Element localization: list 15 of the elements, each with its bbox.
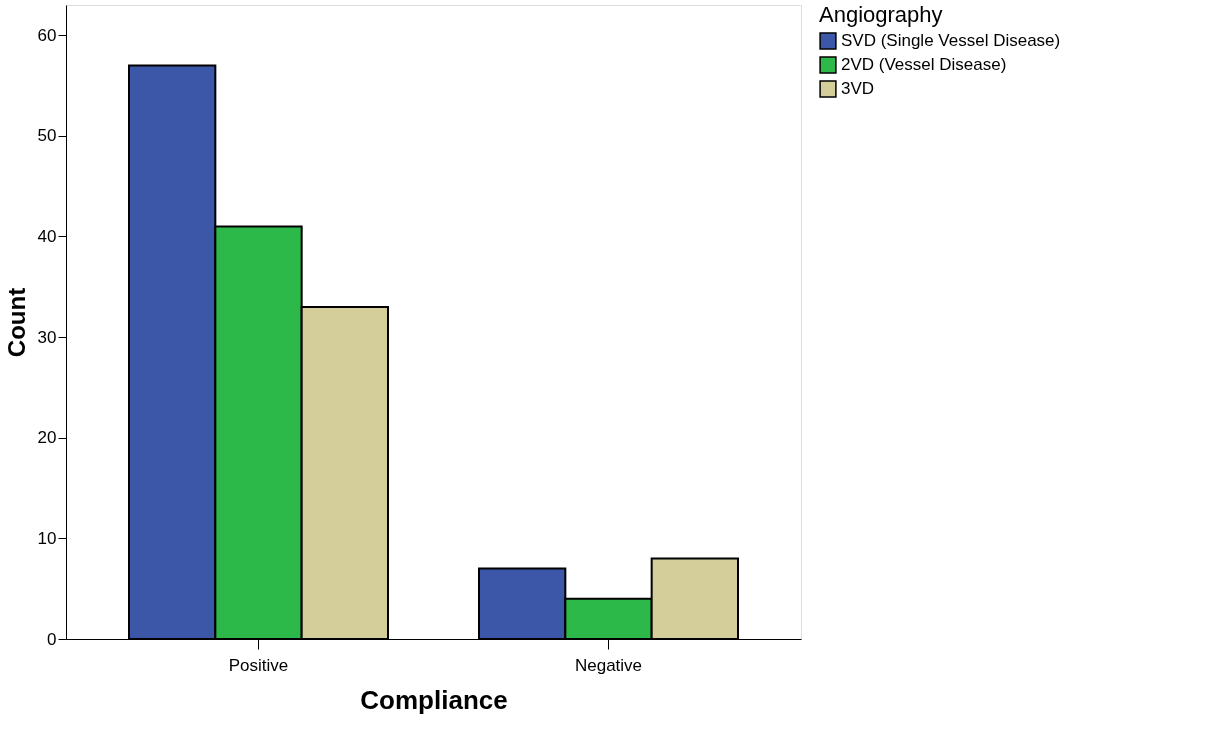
y-tick-label: 0 [47, 629, 57, 649]
y-axis-title: Count [2, 287, 30, 358]
legend-label: 3VD [841, 79, 875, 98]
legend-label: SVD (Single Vessel Disease) [841, 31, 1061, 50]
x-tick-label: Negative [574, 655, 643, 675]
legend-title: Angiography [819, 2, 943, 27]
y-tick-label: 10 [37, 528, 57, 548]
y-tick-label: 30 [37, 327, 57, 347]
y-tick-label: 40 [37, 226, 57, 246]
y-tick-label: 60 [37, 25, 57, 45]
y-tick-label: 50 [37, 126, 57, 146]
x-axis-title: Compliance [360, 684, 508, 715]
legend-label: 2VD (Vessel Disease) [841, 55, 1007, 74]
x-tick-label: Positive [228, 655, 289, 675]
y-tick-label: 20 [37, 428, 57, 448]
